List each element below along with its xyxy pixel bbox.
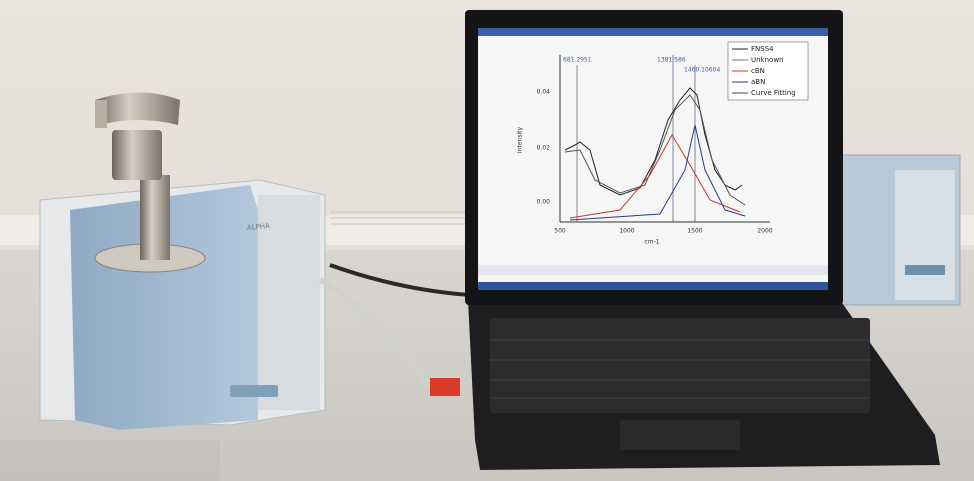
paper: [0, 440, 220, 481]
x-tick-label: 1500: [687, 228, 702, 235]
legend-label: aBN: [751, 78, 765, 86]
device-label: ALPHA: [247, 222, 271, 232]
legend-label: Unknown: [751, 56, 784, 64]
x-axis-label: cm-1: [644, 239, 659, 246]
legend-label: FNSS4: [751, 45, 774, 53]
legend-label: Curve Fitting: [751, 89, 796, 97]
y-tick-label: 0.04: [537, 89, 551, 96]
screen-plot: 681.2951 1381.586 1460.10604 Intensity c…: [517, 41, 809, 246]
taskbar: [478, 282, 828, 290]
x-tick-label: 500: [554, 228, 566, 235]
power-cable: [329, 263, 471, 297]
right-device: [839, 154, 961, 306]
y-tick-label: 0.00: [537, 199, 551, 206]
spectrometer: ALPHA: [39, 92, 326, 430]
legend-label: cBN: [751, 67, 765, 75]
x-tick-label: 2000: [757, 228, 772, 235]
connector: [430, 378, 460, 396]
cable: [318, 277, 461, 393]
y-axis-label: Intensity: [517, 126, 524, 153]
peak-label: 1460.10604: [684, 67, 720, 74]
peak-label: 1381.586: [657, 57, 686, 64]
x-tick-label: 1000: [619, 228, 634, 235]
y-tick-label: 0.02: [537, 145, 551, 152]
peak-label: 681.2951: [563, 57, 592, 64]
radiator-fins: [330, 211, 470, 225]
